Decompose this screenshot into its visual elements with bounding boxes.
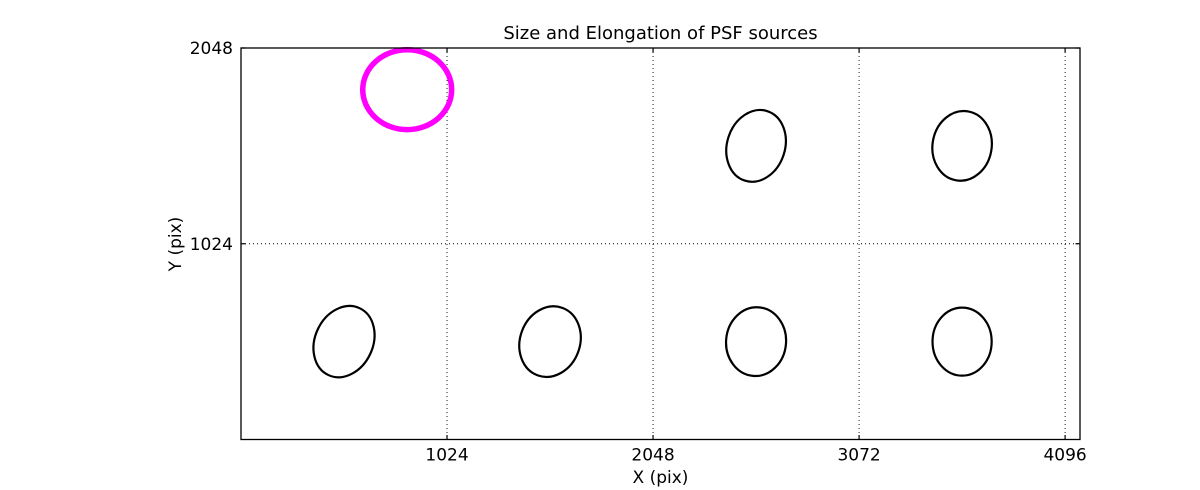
y-tick-label: 1024 — [190, 235, 233, 255]
x-tick-label: 2048 — [631, 446, 674, 466]
psf-ellipse-highlight — [359, 46, 455, 133]
x-axis-label: X (pix) — [632, 468, 689, 488]
psf-ellipse — [725, 108, 787, 183]
y-tick-label: 2048 — [190, 39, 233, 59]
psf-ellipse — [931, 306, 993, 377]
psf-ellipse — [931, 109, 993, 182]
psf-ellipse — [518, 305, 582, 379]
x-tick-label: 4096 — [1043, 446, 1086, 466]
psf-ellipse — [724, 306, 788, 378]
y-axis-label-text: Y (pix) — [166, 216, 186, 272]
chart-title: Size and Elongation of PSF sources — [503, 23, 818, 44]
psf-ellipse — [312, 304, 376, 379]
x-tick-label: 1024 — [425, 446, 468, 466]
x-tick-label: 3072 — [837, 446, 880, 466]
